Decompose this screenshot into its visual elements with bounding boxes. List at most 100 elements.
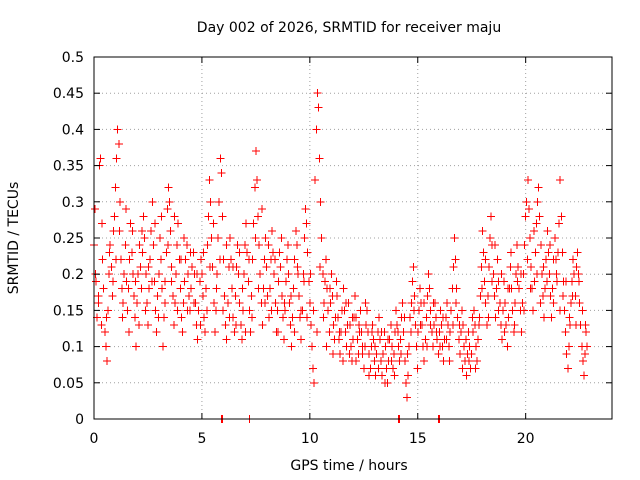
data-point — [547, 313, 556, 322]
data-point — [245, 306, 254, 315]
data-point — [510, 320, 519, 329]
data-point — [543, 226, 552, 235]
data-point — [324, 306, 333, 315]
data-point — [525, 234, 534, 242]
data-point — [581, 320, 590, 329]
data-point — [195, 277, 204, 286]
data-point — [555, 219, 564, 228]
data-point — [390, 371, 399, 380]
data-point — [410, 306, 419, 315]
data-point — [572, 262, 581, 271]
data-point — [300, 234, 309, 242]
data-point — [322, 342, 331, 351]
data-point — [228, 262, 237, 271]
data-point — [249, 219, 258, 228]
data-point — [262, 262, 271, 271]
data-point — [261, 234, 270, 242]
y-tick-label: 0.2 — [62, 267, 84, 283]
data-point — [179, 299, 188, 308]
data-point — [93, 313, 102, 322]
data-point — [210, 328, 219, 337]
data-point — [516, 270, 525, 279]
data-point — [188, 262, 197, 271]
data-point — [147, 226, 156, 235]
data-point — [107, 262, 116, 271]
data-point — [102, 357, 111, 366]
data-point — [557, 212, 566, 221]
data-point — [112, 154, 121, 163]
data-point — [377, 357, 386, 366]
data-point — [433, 335, 442, 344]
data-point — [508, 306, 517, 315]
data-point — [481, 299, 490, 308]
data-point — [281, 306, 290, 315]
data-point — [193, 335, 202, 344]
data-point — [583, 342, 592, 351]
data-point — [125, 328, 134, 337]
data-point — [128, 226, 137, 235]
data-point — [432, 328, 441, 337]
data-point — [274, 328, 283, 337]
data-point — [326, 299, 335, 308]
data-point — [523, 255, 532, 264]
data-point — [500, 277, 509, 286]
data-point — [486, 234, 495, 242]
data-point — [388, 364, 397, 373]
data-point — [202, 284, 211, 293]
data-point — [215, 255, 224, 264]
data-point — [255, 241, 264, 250]
data-point — [493, 255, 502, 264]
data-point — [265, 284, 274, 293]
data-point — [371, 342, 380, 351]
data-point — [211, 306, 220, 315]
data-point — [264, 313, 273, 322]
data-point — [152, 328, 161, 337]
data-point — [91, 205, 100, 214]
data-point — [400, 357, 409, 366]
data-point — [168, 291, 177, 300]
data-point — [222, 335, 231, 344]
data-point — [484, 262, 493, 271]
data-point — [571, 320, 580, 329]
data-point — [513, 241, 522, 250]
data-point — [579, 371, 588, 380]
data-point — [270, 255, 279, 264]
data-point — [143, 320, 152, 329]
data-point — [422, 313, 431, 322]
data-point — [142, 299, 151, 308]
data-point — [535, 212, 544, 221]
data-point — [478, 226, 487, 235]
y-tick-label: 0.15 — [53, 303, 84, 319]
data-point — [403, 349, 412, 358]
data-point — [312, 328, 321, 337]
data-point — [112, 255, 121, 264]
data-point — [565, 313, 574, 322]
data-point — [176, 284, 185, 293]
data-point — [316, 262, 325, 271]
data-point — [329, 320, 338, 329]
data-point — [133, 299, 142, 308]
data-point — [473, 357, 482, 366]
data-point — [316, 197, 325, 206]
data-point — [141, 306, 150, 315]
data-point — [319, 313, 328, 322]
data-point — [423, 342, 432, 351]
data-point — [457, 306, 466, 315]
data-point — [121, 205, 130, 214]
data-point — [167, 262, 176, 271]
data-point — [303, 313, 312, 322]
data-point — [164, 183, 173, 192]
data-point — [141, 270, 150, 279]
data-point — [137, 284, 146, 293]
data-point — [515, 284, 524, 293]
data-point — [284, 270, 293, 279]
data-point — [534, 183, 543, 192]
data-point — [108, 291, 117, 300]
data-point — [368, 320, 377, 329]
data-point — [358, 342, 367, 351]
data-point — [122, 277, 131, 286]
data-point — [346, 342, 355, 351]
data-point — [237, 335, 246, 344]
data-point — [520, 241, 529, 250]
data-point — [213, 270, 222, 279]
